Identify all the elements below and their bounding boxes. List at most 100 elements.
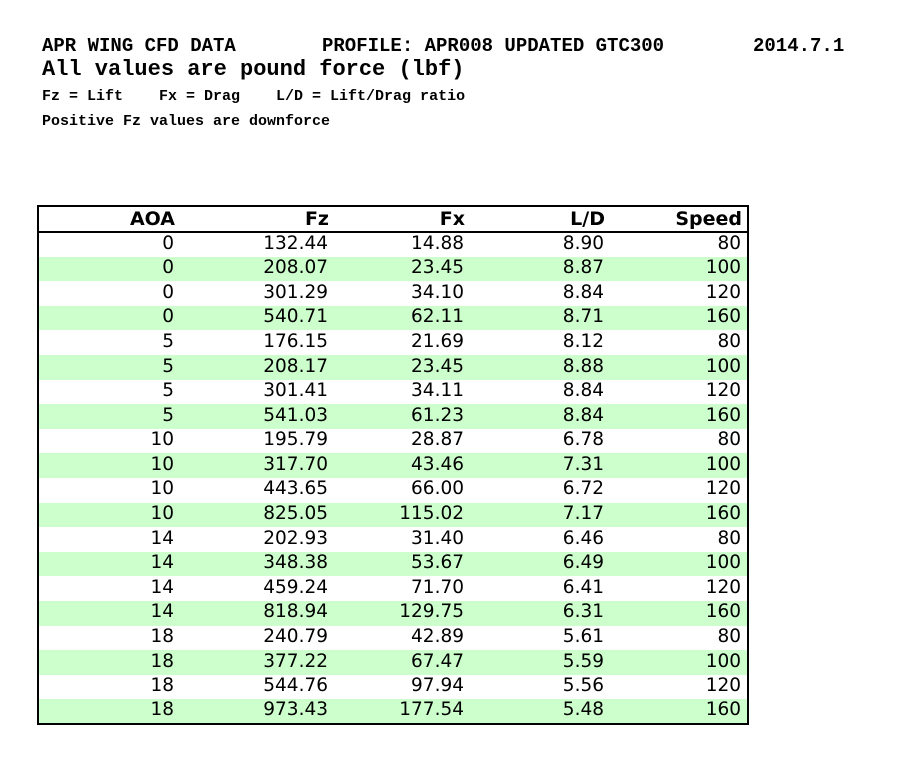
table-cell: 377.22: [180, 650, 334, 675]
table-cell: 120: [610, 379, 748, 405]
column-header-speed: Speed: [610, 206, 748, 233]
table-cell: 8.87: [470, 256, 610, 282]
table-cell: 6.72: [470, 477, 610, 503]
table-cell: 8.84: [470, 281, 610, 306]
table-row: 10 195.79 28.87 6.78 80: [38, 428, 748, 454]
table-header-row: AOA Fz Fx L/D Speed: [38, 206, 748, 233]
table-cell: 208.17: [180, 354, 334, 380]
table-cell: 160: [610, 502, 748, 528]
table-cell: 129.75: [334, 600, 470, 626]
table-cell: 80: [610, 428, 748, 454]
table-row: 5 208.17 23.45 8.88 100: [38, 354, 748, 380]
column-header-aoa: AOA: [38, 206, 180, 233]
table-cell: 176.15: [180, 330, 334, 355]
table-cell: 5.59: [470, 650, 610, 675]
table-row: 10 443.65 66.00 6.72 120: [38, 477, 748, 503]
table-cell: 7.31: [470, 453, 610, 478]
table-cell: 97.94: [334, 674, 470, 700]
table-cell: 120: [610, 477, 748, 503]
table-row: 5 541.03 61.23 8.84 160: [38, 404, 748, 429]
table-cell: 160: [610, 404, 748, 429]
table-cell: 5: [38, 330, 180, 355]
table-row: 18 973.43 177.54 5.48 160: [38, 699, 748, 724]
table-cell: 8.71: [470, 305, 610, 331]
table-cell: 120: [610, 674, 748, 700]
table-row: 14 818.94 129.75 6.31 160: [38, 600, 748, 626]
table-cell: 8.88: [470, 354, 610, 380]
table-cell: 0: [38, 305, 180, 331]
table-cell: 160: [610, 600, 748, 626]
table-cell: 43.46: [334, 453, 470, 478]
table-cell: 62.11: [334, 305, 470, 331]
table-cell: 120: [610, 281, 748, 306]
table-cell: 301.41: [180, 379, 334, 405]
units-subtitle: All values are pound force (lbf): [42, 57, 465, 82]
column-header-fz: Fz: [180, 206, 334, 233]
table-cell: 5.48: [470, 699, 610, 724]
table-cell: 80: [610, 527, 748, 552]
table-cell: 160: [610, 305, 748, 331]
table-row: 18 240.79 42.89 5.61 80: [38, 625, 748, 651]
table-cell: 8.84: [470, 404, 610, 429]
table-cell: 100: [610, 354, 748, 380]
table-cell: 18: [38, 650, 180, 675]
table-cell: 14: [38, 600, 180, 626]
table-cell: 28.87: [334, 428, 470, 454]
table-cell: 8.84: [470, 379, 610, 405]
table-row: 5 301.41 34.11 8.84 120: [38, 379, 748, 405]
table-cell: 100: [610, 256, 748, 282]
table-cell: 5.56: [470, 674, 610, 700]
table-cell: 132.44: [180, 232, 334, 257]
table-cell: 6.31: [470, 600, 610, 626]
table-cell: 18: [38, 674, 180, 700]
table-cell: 8.12: [470, 330, 610, 355]
table-row: 10 317.70 43.46 7.31 100: [38, 453, 748, 478]
table-cell: 0: [38, 232, 180, 257]
table-cell: 825.05: [180, 502, 334, 528]
legend-line: Fz = Lift Fx = Drag L/D = Lift/Drag rati…: [42, 88, 466, 105]
table-cell: 540.71: [180, 305, 334, 331]
table-cell: 120: [610, 576, 748, 601]
table-row: 10 825.05 115.02 7.17 160: [38, 502, 748, 528]
table-cell: 5: [38, 379, 180, 405]
table-row: 0 132.44 14.88 8.90 80: [38, 232, 748, 257]
table-cell: 160: [610, 699, 748, 724]
table-cell: 5: [38, 404, 180, 429]
table-cell: 80: [610, 625, 748, 651]
table-cell: 541.03: [180, 404, 334, 429]
table-cell: 5.61: [470, 625, 610, 651]
table-row: 0 540.71 62.11 8.71 160: [38, 305, 748, 331]
table-cell: 34.10: [334, 281, 470, 306]
table-cell: 21.69: [334, 330, 470, 355]
table-cell: 8.90: [470, 232, 610, 257]
table-cell: 240.79: [180, 625, 334, 651]
table-cell: 18: [38, 699, 180, 724]
table-cell: 18: [38, 625, 180, 651]
report-version: 2014.7.1: [753, 35, 845, 57]
table-cell: 10: [38, 428, 180, 454]
profile-label: PROFILE: APR008 UPDATED GTC300: [322, 35, 665, 57]
table-cell: 100: [610, 551, 748, 577]
table-row: 5 176.15 21.69 8.12 80: [38, 330, 748, 355]
table-row: 18 377.22 67.47 5.59 100: [38, 650, 748, 675]
table-row: 14 348.38 53.67 6.49 100: [38, 551, 748, 577]
table-cell: 42.89: [334, 625, 470, 651]
table-cell: 443.65: [180, 477, 334, 503]
table-cell: 23.45: [334, 354, 470, 380]
table-row: 14 459.24 71.70 6.41 120: [38, 576, 748, 601]
column-header-ld: L/D: [470, 206, 610, 233]
table-cell: 459.24: [180, 576, 334, 601]
table-cell: 67.47: [334, 650, 470, 675]
table-cell: 66.00: [334, 477, 470, 503]
table-row: 0 301.29 34.10 8.84 120: [38, 281, 748, 306]
table-cell: 100: [610, 650, 748, 675]
table-cell: 6.49: [470, 551, 610, 577]
table-cell: 10: [38, 502, 180, 528]
table-cell: 14.88: [334, 232, 470, 257]
column-header-fx: Fx: [334, 206, 470, 233]
table-cell: 10: [38, 477, 180, 503]
table-cell: 14: [38, 576, 180, 601]
table-row: 0 208.07 23.45 8.87 100: [38, 256, 748, 282]
table-cell: 115.02: [334, 502, 470, 528]
